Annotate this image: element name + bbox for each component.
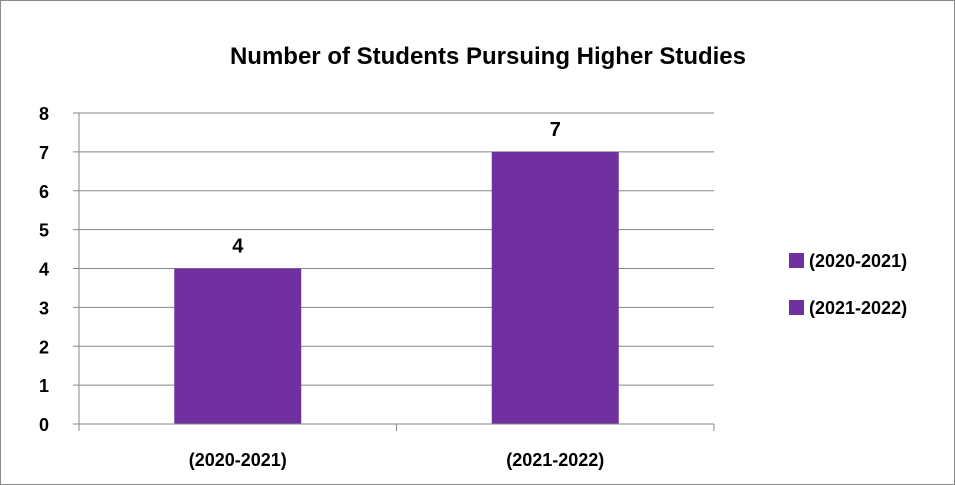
chart-title: Number of Students Pursuing Higher Studi… [230, 43, 746, 70]
legend: (2020-2021) (2021-2022) [789, 251, 907, 318]
y-tick-label: 6 [39, 182, 49, 202]
y-tick-label: 8 [39, 104, 49, 124]
data-label-2: 7 [550, 119, 561, 141]
y-tick-label: 5 [39, 221, 49, 241]
y-tick-label: 7 [39, 143, 49, 163]
legend-swatch [789, 300, 804, 315]
y-tick-label: 4 [39, 260, 49, 280]
axes [73, 112, 715, 431]
legend-swatch [789, 253, 804, 268]
y-tick-label: 0 [39, 415, 49, 435]
x-category-label: (2021-2022) [506, 450, 604, 470]
legend-label: (2020-2021) [809, 251, 907, 271]
x-category-label: (2020-2021) [189, 450, 287, 470]
bar-2 [491, 151, 619, 424]
y-tick-label: 1 [39, 376, 49, 396]
bars [174, 151, 619, 424]
labels: 0 1 2 3 4 5 6 7 8 4 (2020-2021) 7 (2021-2022) [39, 104, 604, 470]
y-tick-label: 3 [39, 298, 49, 318]
bar-1 [174, 268, 302, 424]
legend-label: (2021-2022) [809, 298, 907, 318]
y-tick-label: 2 [39, 337, 49, 357]
data-label-1: 4 [232, 236, 244, 258]
